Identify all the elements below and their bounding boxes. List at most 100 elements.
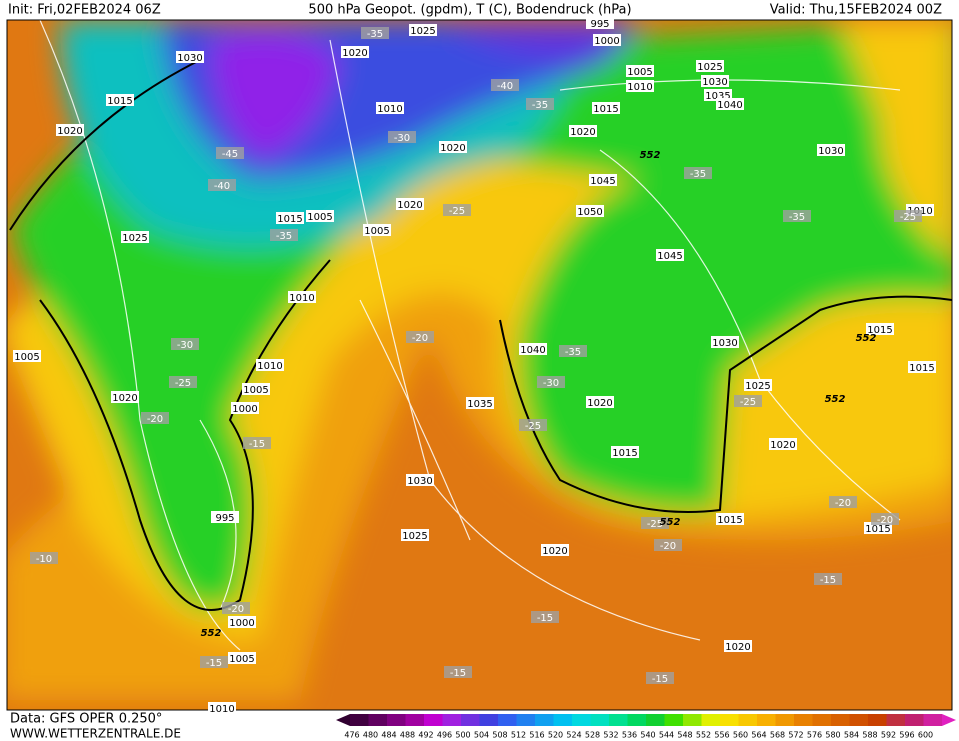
isobar-label: 1005 [364, 226, 389, 237]
temperature-label: -40 [214, 181, 230, 192]
color-legend: 476 480 484 488 492 496 500 504 508 512 516 520 524 5… [336, 714, 956, 740]
isobar-label-box [256, 359, 284, 371]
legend-tick-label: 512 [511, 731, 526, 740]
temperature-label-box [871, 513, 899, 525]
isobar-label-box [56, 124, 84, 136]
isobar-label-box [519, 343, 547, 355]
temperature-label: -30 [543, 378, 559, 389]
height-label: 552 [856, 333, 877, 344]
legend-swatch [535, 714, 554, 726]
isobar-label-box [908, 361, 936, 373]
legend-swatch [609, 714, 628, 726]
isobar-label-box [288, 291, 316, 303]
temperature-label: -25 [175, 378, 191, 389]
isobar-label: 1030 [818, 146, 843, 157]
legend-tick-label: 600 [918, 731, 933, 740]
temperature-label: -20 [877, 515, 893, 526]
temperature-label: -20 [412, 333, 428, 344]
legend-tick-label: 492 [418, 731, 433, 740]
isobar-label: 1035 [467, 399, 492, 410]
height-label: 552 [201, 628, 222, 639]
legend-swatch [387, 714, 406, 726]
isobar-label-box [866, 323, 894, 335]
isobar-label: 1035 [705, 91, 730, 102]
legend-swatch [720, 714, 739, 726]
temperature-label: -35 [532, 100, 548, 111]
isobar-label: 1030 [702, 77, 727, 88]
isobar-label: 1000 [229, 618, 254, 629]
isobar-label-box [626, 80, 654, 92]
valid-time: Valid: Thu,15FEB2024 00Z [770, 3, 942, 18]
legend-tick-label: 484 [381, 731, 396, 740]
isobar-label-box [656, 249, 684, 261]
isobar-label: 1005 [627, 67, 652, 78]
isobar-label-box [363, 224, 391, 236]
isobar-label-box [242, 383, 270, 395]
legend-swatch [794, 714, 813, 726]
isobar-label: 1025 [745, 381, 770, 392]
legend-swatch [350, 714, 369, 726]
isobar-label-box [228, 652, 256, 664]
isobar-label: 1045 [590, 176, 615, 187]
legend-tick-label: 596 [899, 731, 914, 740]
legend-tick-label: 528 [585, 731, 600, 740]
map-frame [6, 19, 953, 711]
isobar-label-box [817, 144, 845, 156]
isobar-label-box [176, 51, 204, 63]
isobar-label: 1020 [440, 143, 465, 154]
legend-swatch [683, 714, 702, 726]
legend-swatch [461, 714, 480, 726]
isobar-label-box [276, 212, 304, 224]
legend-swatch [905, 714, 924, 726]
isobar-label: 1015 [717, 515, 742, 526]
isobar-label: 1020 [397, 200, 422, 211]
temperature-label-box [654, 539, 682, 551]
temperature-label-box [641, 517, 669, 529]
temperature-label: -15 [537, 613, 553, 624]
isobar-label: 1015 [909, 363, 934, 374]
legend-swatch [812, 714, 831, 726]
legend-tick-label: 504 [474, 731, 489, 740]
isobar-label-box [593, 34, 621, 46]
legend-swatch [831, 714, 850, 726]
temperature-label-box [141, 412, 169, 424]
isobar-label-box [744, 379, 772, 391]
legend-swatch [553, 714, 572, 726]
isobar-label: 1020 [542, 546, 567, 557]
legend-tick-label: 540 [640, 731, 655, 740]
legend-swatch [368, 714, 387, 726]
temperature-label: -35 [565, 347, 581, 358]
temperature-label-box [222, 602, 250, 614]
temperature-label-box [171, 338, 199, 350]
temperature-label-box [894, 210, 922, 222]
temperature-label: -25 [449, 206, 465, 217]
temperature-label: -15 [652, 674, 668, 685]
temperature-label: -25 [900, 212, 916, 223]
legend-tick-label: 584 [844, 731, 859, 740]
isobar-label-box [406, 474, 434, 486]
isobar-label: 995 [590, 19, 609, 30]
isobar-label: 1005 [14, 352, 39, 363]
552-line [9, 59, 952, 611]
isobar-label: 1025 [402, 531, 427, 542]
isobar-label: 1015 [593, 104, 618, 115]
legend-swatch [498, 714, 517, 726]
temperature-label-box [216, 147, 244, 159]
temperature-label-box [526, 98, 554, 110]
isobar-label: 1025 [122, 233, 147, 244]
temperature-label-box [519, 419, 547, 431]
temperature-label: -45 [222, 149, 238, 160]
legend-tick-label: 508 [492, 731, 507, 740]
legend-swatch [627, 714, 646, 726]
height-label: 552 [825, 394, 846, 405]
temperature-label-box [531, 611, 559, 623]
isobar-label-box [341, 46, 369, 58]
legend-tick-label: 552 [696, 731, 711, 740]
temperature-label-box [406, 331, 434, 343]
isobar-label-box [586, 17, 614, 29]
isobar-label: 1015 [277, 214, 302, 225]
temperature-label: -25 [740, 397, 756, 408]
isobar-label-box [611, 446, 639, 458]
map-title: 500 hPa Geopot. (gpdm), T (C), Bodendruc… [308, 3, 631, 18]
isobar-label-box [716, 513, 744, 525]
